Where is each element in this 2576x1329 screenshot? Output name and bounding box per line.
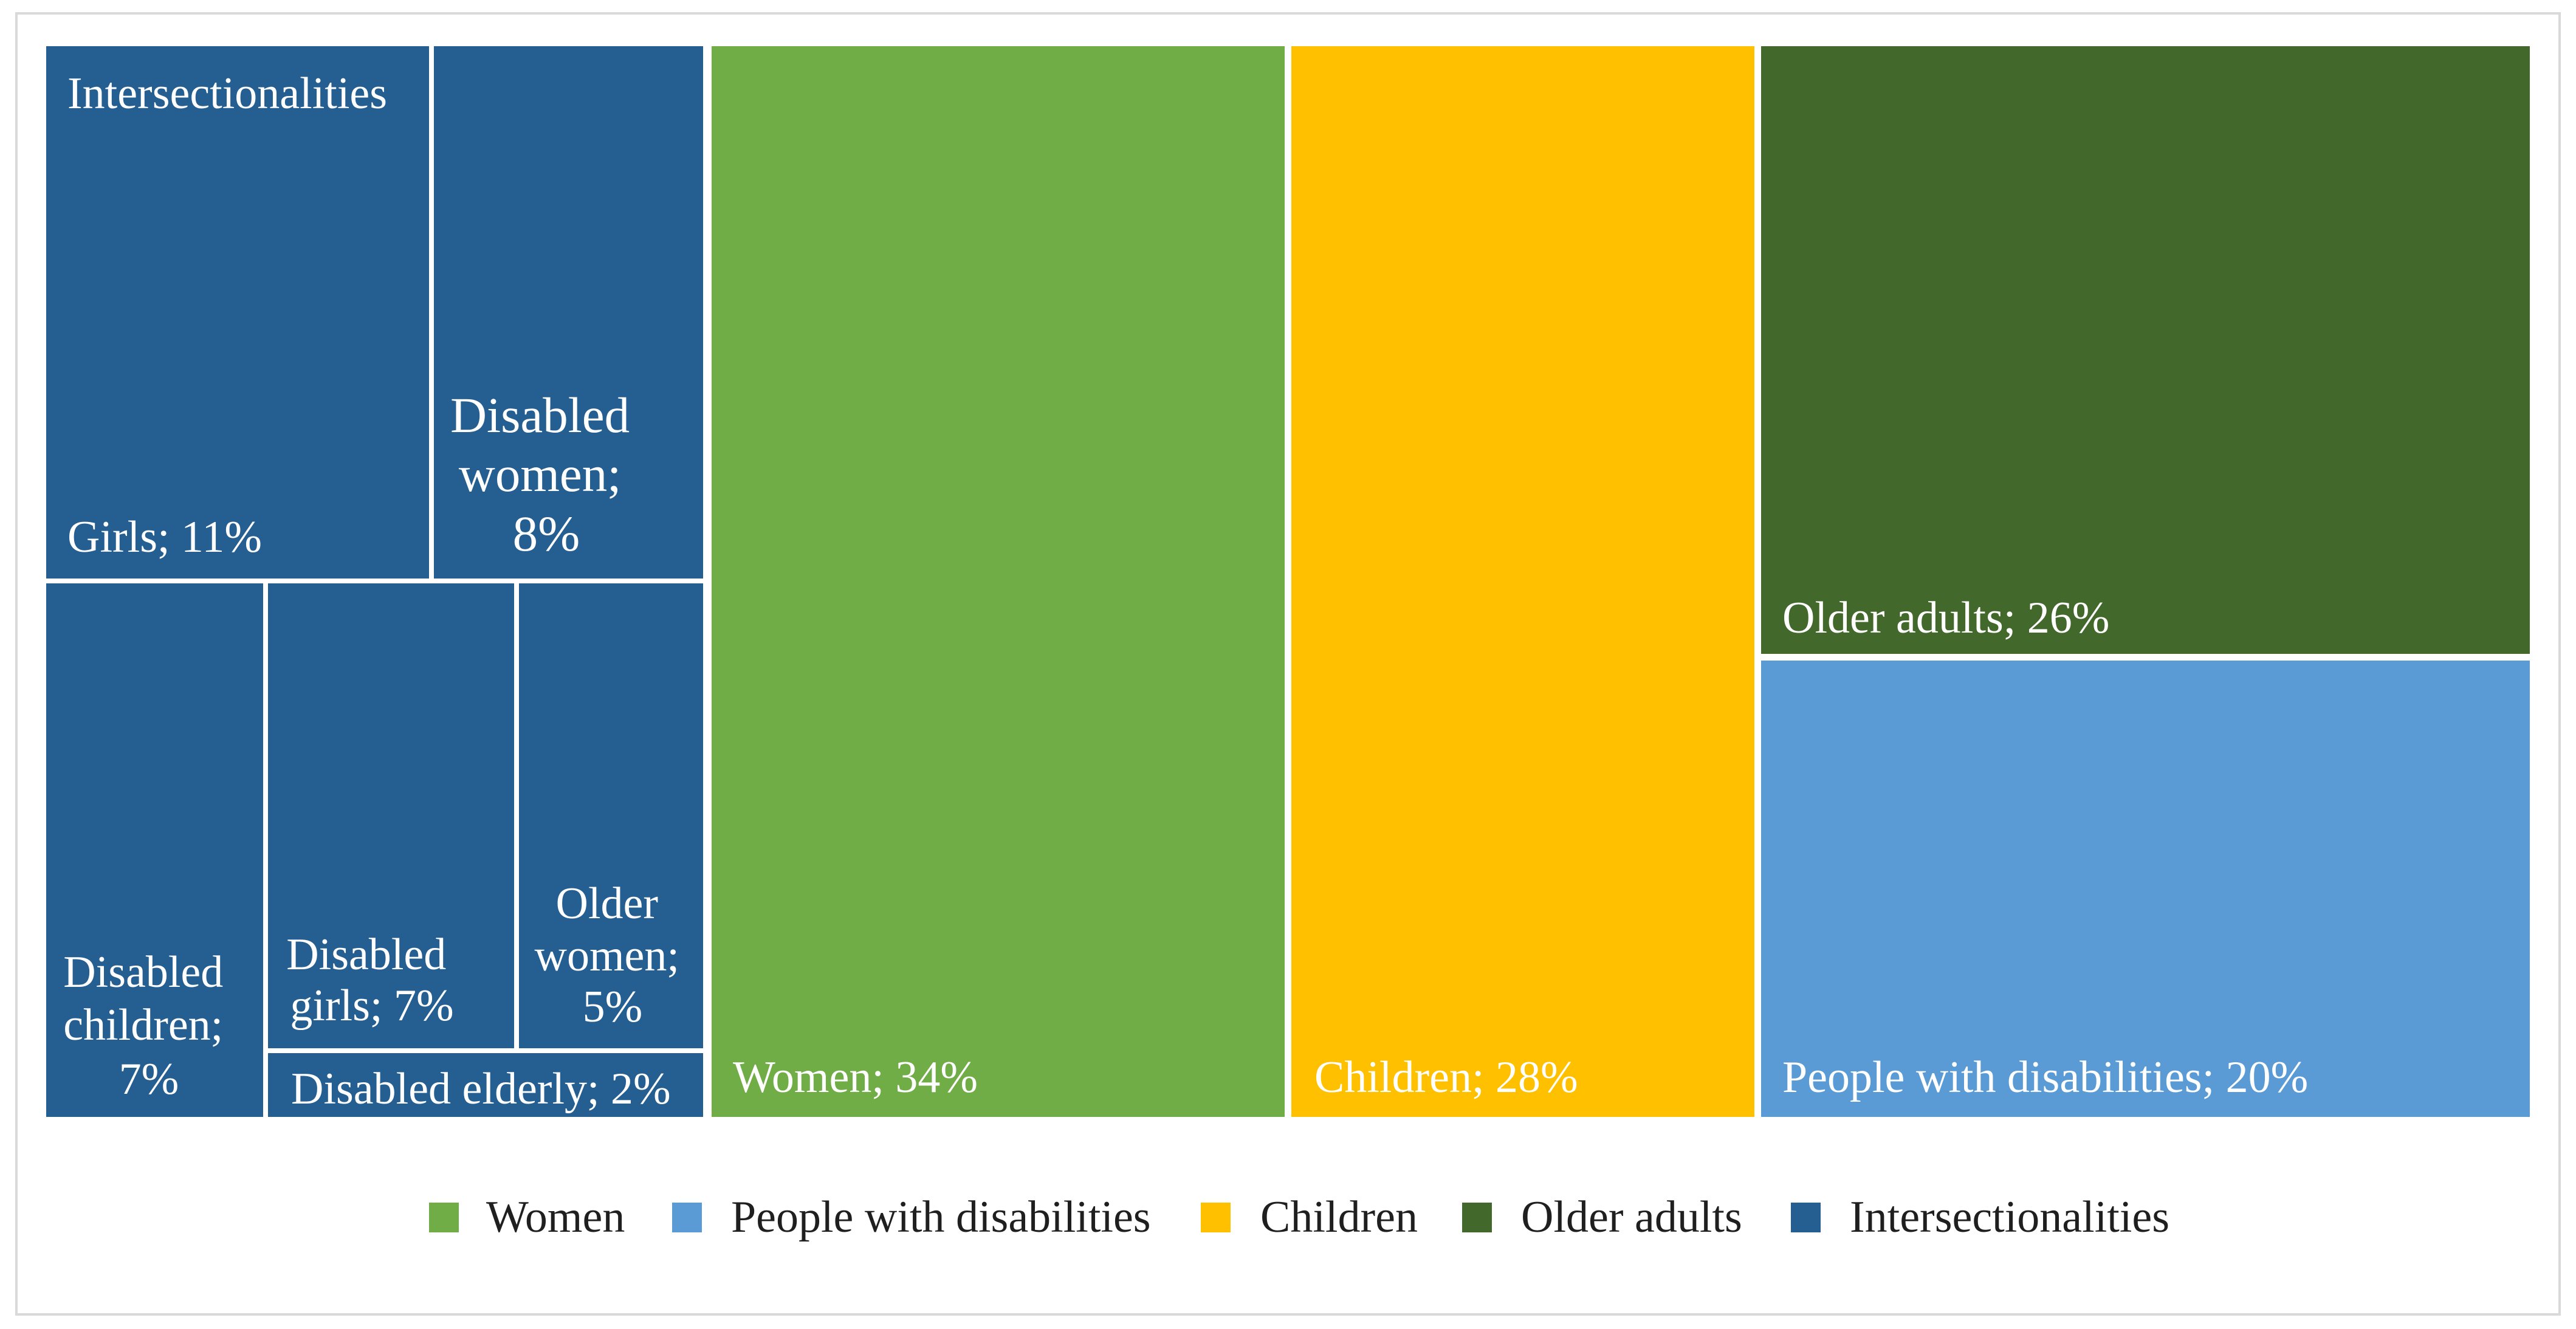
- treemap-cell-disabled-women: [434, 46, 703, 579]
- legend-swatch-older-adults: [1462, 1203, 1492, 1232]
- legend-swatch-intersectionalities: [1791, 1203, 1821, 1232]
- legend-item-children: Children: [1201, 1192, 1418, 1242]
- treemap-cell-women: [712, 46, 1285, 1117]
- treemap-label-line: Disabled: [450, 387, 642, 443]
- treemap-cell-disabled-girls: [268, 583, 514, 1048]
- treemap-label-older-adults: Older adults; 26%: [1782, 593, 2109, 643]
- treemap-label-line: 5%: [583, 982, 643, 1032]
- treemap-label-line: 7%: [119, 1054, 179, 1104]
- treemap-label-line: Older: [556, 879, 670, 929]
- legend-label-people-with-disabilities: People with disabilities: [731, 1192, 1151, 1242]
- treemap-cell-disabled-children: [46, 583, 263, 1117]
- treemap-label-line: Disabled: [286, 930, 458, 980]
- legend-item-people-with-disabilities: People with disabilities: [672, 1192, 1151, 1242]
- treemap-cells: [46, 46, 2530, 1117]
- treemap-cell-girls: [46, 46, 429, 579]
- legend-item-intersectionalities: Intersectionalities: [1791, 1192, 2169, 1242]
- legend-item-older-adults: Older adults: [1462, 1192, 1742, 1242]
- legend-label-children: Children: [1260, 1192, 1418, 1242]
- treemap-label-line: 8%: [513, 506, 580, 561]
- legend-label-intersectionalities: Intersectionalities: [1850, 1192, 2169, 1242]
- treemap-label-line: girls; 7%: [290, 981, 453, 1031]
- treemap-label-line: children;: [63, 1000, 235, 1050]
- treemap-group-label-intersectionalities: Intersectionalities: [67, 69, 387, 118]
- legend-swatch-women: [429, 1203, 459, 1232]
- treemap-cell-people-with-disabilities: [1761, 661, 2530, 1117]
- treemap-cell-children: [1291, 46, 1754, 1117]
- treemap-label-line: Older adults; 26%: [1782, 593, 2109, 643]
- treemap-label-line: Disabled: [63, 947, 235, 997]
- treemap-label-line: Women; 34%: [733, 1053, 978, 1102]
- treemap-label-disabled-women: Disabled women; 8%: [450, 387, 642, 561]
- treemap-cell-older-adults: [1761, 46, 2530, 654]
- legend-item-women: Women: [429, 1192, 625, 1242]
- treemap-cell-older-women: [519, 583, 703, 1048]
- treemap-labels: Girls; 11%Disabled women; 8%Disabled chi…: [63, 69, 2308, 1114]
- treemap-label-line: Girls; 11%: [67, 512, 262, 562]
- chart-legend: Women People with disabilities Children Old…: [429, 1192, 2169, 1242]
- treemap-label-line: women;: [535, 931, 691, 981]
- treemap-label-girls: Girls; 11%: [67, 512, 262, 562]
- legend-label-women: Women: [486, 1192, 625, 1242]
- treemap-label-older-women: Older women; 5%: [535, 879, 691, 1032]
- treemap-cell-disabled-elderly: [268, 1053, 703, 1117]
- treemap-label-disabled-elderly: Disabled elderly; 2%: [291, 1064, 671, 1114]
- treemap-label-disabled-girls: Disabled girls; 7%: [286, 930, 458, 1031]
- treemap-label-children: Children; 28%: [1314, 1053, 1578, 1102]
- treemap-label-line: Disabled elderly; 2%: [291, 1064, 671, 1114]
- treemap-label-women: Women; 34%: [733, 1053, 978, 1102]
- treemap-label-line: Children; 28%: [1314, 1053, 1578, 1102]
- legend-swatch-people-with-disabilities: [672, 1203, 702, 1232]
- treemap-label-people-with-disabilities: People with disabilities; 20%: [1782, 1053, 2308, 1102]
- legend-swatch-children: [1201, 1203, 1231, 1232]
- treemap-label-line: People with disabilities; 20%: [1782, 1053, 2308, 1102]
- treemap-label-disabled-children: Disabled children; 7%: [63, 947, 235, 1104]
- treemap-label-line: women;: [459, 446, 634, 502]
- legend-label-older-adults: Older adults: [1521, 1192, 1742, 1242]
